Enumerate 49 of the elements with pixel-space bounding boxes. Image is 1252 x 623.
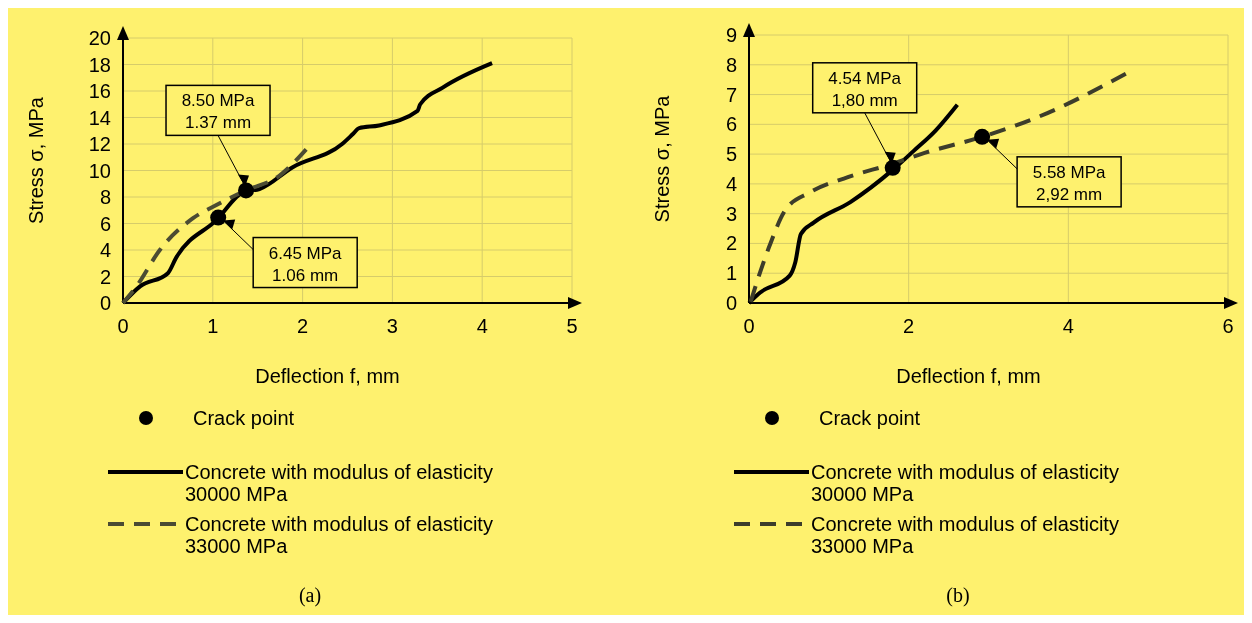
y-tick-label: 0 — [725, 292, 737, 314]
x-tick-label: 5 — [566, 315, 578, 337]
x-axis-title: Deflection f, mm — [896, 365, 1041, 387]
y-tick-label: 20 — [88, 27, 111, 49]
y-tick-label: 18 — [88, 53, 111, 76]
legend-label: Concrete with modulus of elasticity 33000 MPa — [811, 513, 1119, 557]
y-tick-label: 9 — [725, 24, 737, 46]
text: (b) — [946, 584, 970, 607]
legend-label: Concrete with modulus of elasticity 33000 MPa — [185, 513, 493, 557]
y-tick-label: 6 — [99, 212, 111, 235]
x-tick-label: 2 — [903, 315, 915, 337]
y-tick-label: 3 — [725, 202, 737, 225]
y-tick-label: 2 — [725, 232, 737, 255]
y-tick-label: 16 — [88, 80, 111, 102]
legend-label: Crack point — [819, 407, 921, 429]
x-tick-label: 4 — [1062, 315, 1074, 337]
annotation: 6.45 MPa 1.06 mm — [268, 243, 343, 285]
y-tick-label: 10 — [88, 159, 111, 182]
y-axis-title: Stress σ, MPa — [651, 94, 673, 223]
y-tick-label: 5 — [725, 143, 737, 166]
y-tick-label: 7 — [725, 83, 737, 106]
text: (a) — [298, 584, 322, 607]
y-axis-title: Stress σ, MPa — [25, 96, 47, 224]
y-tick-label: 14 — [88, 106, 111, 129]
x-tick-label: 6 — [1222, 315, 1234, 337]
x-tick-label: 0 — [743, 315, 755, 337]
legend-label: Crack point — [193, 407, 295, 429]
annotation: 5.58 MPa 2,92 mm — [1032, 162, 1107, 204]
y-tick-label: 1 — [725, 262, 737, 285]
y-tick-label: 2 — [99, 265, 111, 288]
y-tick-label: 8 — [725, 53, 737, 76]
y-tick-label: 4 — [725, 172, 737, 195]
line-series — [121, 147, 309, 305]
annotation: 4.54 MPa 1,80 mm — [828, 68, 902, 110]
x-tick-label: 1 — [207, 315, 219, 337]
line-series — [748, 71, 1128, 304]
x-tick-label: 2 — [297, 315, 309, 337]
annotation: 8.50 MPa 1.37 mm — [181, 91, 255, 133]
y-tick-label: 6 — [725, 113, 737, 136]
y-tick-label: 4 — [99, 239, 111, 261]
y-tick-label: 12 — [88, 133, 111, 155]
y-tick-label: 0 — [99, 292, 111, 314]
legend-label: Concrete with modulus of elasticity 30000 MPa — [185, 461, 493, 505]
x-tick-label: 0 — [117, 315, 129, 337]
legend-label: Concrete with modulus of elasticity 30000 MPa — [811, 461, 1119, 505]
x-tick-label: 3 — [386, 315, 398, 337]
x-axis-title: Deflection f, mm — [255, 365, 400, 387]
x-tick-label: 4 — [476, 315, 488, 337]
y-tick-label: 8 — [99, 186, 111, 208]
